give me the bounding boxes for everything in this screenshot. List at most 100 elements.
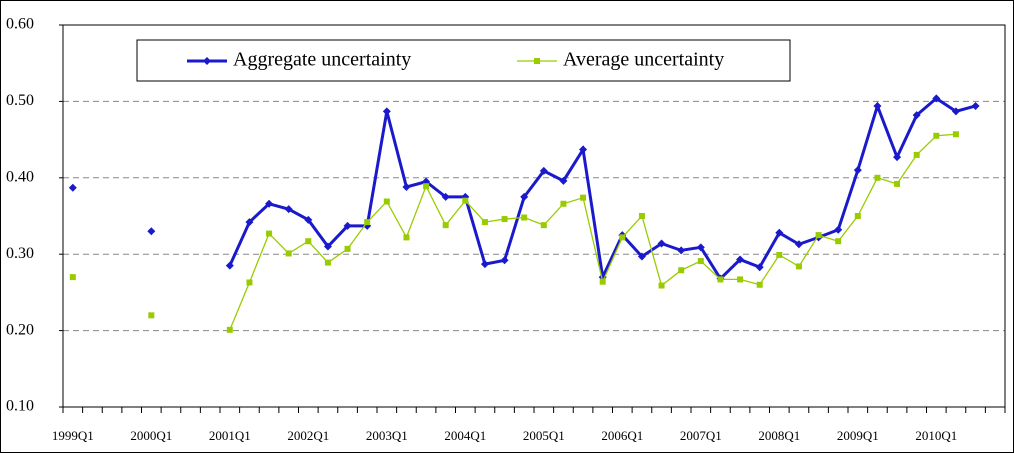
point xyxy=(383,198,390,205)
point xyxy=(403,234,410,241)
x-tick-label: 2002Q1 xyxy=(287,428,329,443)
point xyxy=(520,192,529,201)
point xyxy=(441,192,450,201)
point xyxy=(245,218,254,227)
point xyxy=(657,239,666,248)
point xyxy=(305,238,312,245)
point xyxy=(500,256,509,265)
point xyxy=(834,225,843,234)
x-tick-label: 2008Q1 xyxy=(758,428,800,443)
point xyxy=(677,246,686,255)
x-tick-label: 2006Q1 xyxy=(601,428,643,443)
point xyxy=(971,101,980,110)
x-tick-label: 2000Q1 xyxy=(130,428,172,443)
point xyxy=(324,259,331,266)
point xyxy=(853,166,862,175)
point xyxy=(304,215,313,224)
point xyxy=(933,132,940,139)
point xyxy=(534,58,540,64)
point xyxy=(717,276,724,283)
point xyxy=(480,260,489,269)
point xyxy=(894,180,901,187)
point xyxy=(560,200,567,207)
point xyxy=(402,182,411,191)
point xyxy=(501,216,508,223)
point xyxy=(951,107,960,116)
point xyxy=(68,183,77,192)
point xyxy=(246,279,253,286)
x-tick-label: 2010Q1 xyxy=(915,428,957,443)
point xyxy=(912,111,921,120)
point xyxy=(932,94,941,103)
point xyxy=(638,213,645,219)
point xyxy=(952,131,959,138)
series xyxy=(69,131,959,333)
legend-label: Aggregate uncertainty xyxy=(233,49,411,71)
point xyxy=(756,281,763,288)
point xyxy=(579,145,588,154)
point xyxy=(364,219,371,226)
point xyxy=(284,205,293,214)
point xyxy=(580,194,587,201)
x-tick-label: 2007Q1 xyxy=(680,428,722,443)
point xyxy=(148,312,155,319)
y-tick-label: 0.40 xyxy=(6,168,34,185)
x-tick-label: 1999Q1 xyxy=(52,428,94,443)
point xyxy=(835,238,842,245)
point xyxy=(540,222,547,229)
point xyxy=(225,261,234,270)
point xyxy=(737,276,744,283)
point xyxy=(481,219,488,226)
point xyxy=(382,107,391,116)
series-line xyxy=(229,133,956,331)
x-tick-label: 2009Q1 xyxy=(837,428,879,443)
point xyxy=(697,258,704,265)
point xyxy=(147,227,156,236)
point xyxy=(776,251,783,258)
point xyxy=(323,242,332,251)
point xyxy=(442,222,449,229)
point xyxy=(658,282,665,289)
point xyxy=(854,213,861,219)
point xyxy=(755,263,764,272)
x-tick-label: 2001Q1 xyxy=(209,428,251,443)
point xyxy=(619,234,626,241)
point xyxy=(775,228,784,237)
point xyxy=(893,153,902,162)
point xyxy=(795,263,802,270)
legend-box xyxy=(136,39,791,82)
point xyxy=(423,183,430,190)
point xyxy=(815,232,822,239)
point xyxy=(874,174,881,181)
x-tick-label: 2005Q1 xyxy=(523,428,565,443)
point xyxy=(226,326,233,333)
point xyxy=(559,176,568,185)
point xyxy=(873,101,882,110)
point xyxy=(678,267,685,274)
point xyxy=(539,166,548,175)
point xyxy=(736,255,745,264)
point xyxy=(913,151,920,158)
point xyxy=(462,197,469,204)
y-tick-label: 0.20 xyxy=(6,321,34,338)
legend-label: Average uncertainty xyxy=(563,49,724,71)
point xyxy=(637,252,646,261)
point xyxy=(599,278,606,285)
y-tick-label: 0.60 xyxy=(6,16,34,33)
point xyxy=(266,230,273,237)
point xyxy=(343,221,352,230)
x-tick-label: 2004Q1 xyxy=(444,428,486,443)
y-tick-label: 0.10 xyxy=(6,398,34,415)
y-tick-label: 0.30 xyxy=(6,245,34,262)
point xyxy=(696,243,705,252)
point xyxy=(203,57,211,65)
point xyxy=(344,245,351,252)
point xyxy=(69,274,76,281)
point xyxy=(265,199,274,208)
point xyxy=(794,240,803,249)
y-tick-label: 0.50 xyxy=(6,92,34,109)
point xyxy=(285,250,292,257)
x-tick-label: 2003Q1 xyxy=(366,428,408,443)
point xyxy=(521,214,528,221)
